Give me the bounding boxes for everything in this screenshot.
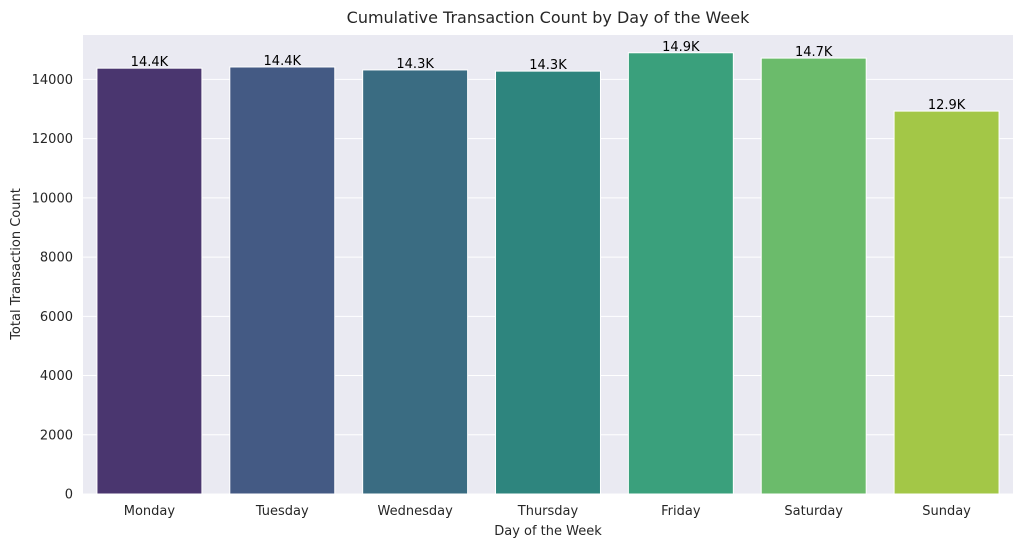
bar-friday: [627, 52, 734, 495]
x-axis-label: Day of the Week: [494, 524, 602, 539]
x-tick-label-friday: Friday: [661, 504, 701, 519]
y-tick-label: 2000: [40, 428, 73, 443]
bar-value-label-wednesday: 14.3K: [396, 57, 434, 72]
x-tick-label-sunday: Sunday: [922, 504, 971, 519]
bar-value-label-sunday: 12.9K: [928, 98, 966, 113]
bar-labels: 14.4K 14.4K 14.3K 14.3K 14.9K 14.7K 12.9K: [131, 40, 966, 113]
y-tick-label: 12000: [32, 132, 73, 147]
y-axis-ticks: 0 2000 4000 6000 8000 10000 12000 14000: [32, 73, 73, 503]
x-tick-label-thursday: Thursday: [517, 504, 579, 519]
y-axis-label: Total Transaction Count: [9, 188, 24, 341]
bar-thursday: [495, 70, 601, 495]
bar-tuesday: [229, 66, 336, 495]
bar-sunday: [893, 110, 1000, 495]
bar-value-label-monday: 14.4K: [131, 55, 169, 70]
y-tick-label: 4000: [40, 369, 73, 384]
bar-value-label-saturday: 14.7K: [795, 45, 833, 60]
x-tick-label-wednesday: Wednesday: [378, 504, 454, 519]
x-tick-label-tuesday: Tuesday: [255, 504, 309, 519]
bar-value-label-tuesday: 14.4K: [264, 54, 302, 69]
x-tick-label-saturday: Saturday: [784, 504, 843, 519]
bar-value-label-friday: 14.9K: [662, 40, 700, 55]
chart-title: Cumulative Transaction Count by Day of t…: [347, 8, 750, 27]
y-tick-label: 10000: [32, 191, 73, 206]
bar-wednesday: [362, 69, 469, 495]
x-tick-label-monday: Monday: [124, 504, 176, 519]
bars: [96, 52, 1000, 495]
bar-value-label-thursday: 14.3K: [529, 58, 567, 73]
y-tick-label: 6000: [40, 310, 73, 325]
y-tick-label: 8000: [40, 251, 73, 266]
y-tick-label: 0: [65, 488, 73, 503]
x-axis-ticks: Monday Tuesday Wednesday Thursday Friday Satu…: [124, 504, 971, 519]
bar-monday: [96, 67, 203, 495]
y-tick-label: 14000: [32, 73, 73, 88]
bar-saturday: [760, 57, 867, 495]
